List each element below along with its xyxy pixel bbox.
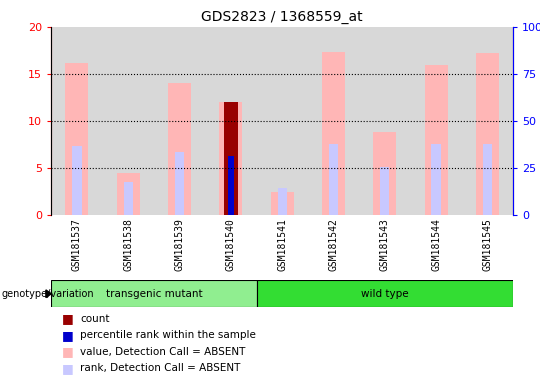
- Text: transgenic mutant: transgenic mutant: [106, 289, 202, 299]
- Bar: [219, 102, 242, 215]
- Bar: [431, 144, 441, 215]
- Text: ■: ■: [62, 345, 74, 358]
- Text: GSM181537: GSM181537: [72, 218, 82, 271]
- Text: GSM181545: GSM181545: [482, 218, 492, 271]
- Bar: [205, 27, 256, 215]
- Text: ■: ■: [62, 312, 74, 325]
- Bar: [380, 167, 389, 215]
- Text: GSM181541: GSM181541: [277, 218, 287, 271]
- Bar: [476, 53, 499, 215]
- Text: GSM181544: GSM181544: [431, 218, 441, 271]
- Text: GSM181540: GSM181540: [226, 218, 236, 271]
- Text: GSM181543: GSM181543: [380, 218, 390, 271]
- Bar: [175, 152, 184, 215]
- Bar: [329, 144, 338, 215]
- Bar: [256, 27, 308, 215]
- Bar: [424, 65, 448, 215]
- Text: GSM181542: GSM181542: [328, 218, 339, 271]
- Bar: [359, 27, 410, 215]
- Bar: [226, 155, 235, 215]
- Text: percentile rank within the sample: percentile rank within the sample: [80, 330, 256, 340]
- Text: GSM181538: GSM181538: [123, 218, 133, 271]
- Bar: [410, 27, 462, 215]
- Bar: [51, 27, 103, 215]
- Bar: [271, 192, 294, 215]
- Bar: [322, 52, 345, 215]
- Text: ■: ■: [62, 362, 74, 375]
- Bar: [227, 156, 234, 215]
- Bar: [256, 280, 513, 307]
- Bar: [154, 27, 205, 215]
- Text: rank, Detection Call = ABSENT: rank, Detection Call = ABSENT: [80, 363, 240, 373]
- Bar: [462, 27, 513, 215]
- Bar: [124, 182, 133, 215]
- Polygon shape: [46, 290, 51, 298]
- Bar: [168, 83, 191, 215]
- Bar: [278, 188, 287, 215]
- Title: GDS2823 / 1368559_at: GDS2823 / 1368559_at: [201, 10, 363, 25]
- Bar: [51, 280, 256, 307]
- Bar: [72, 146, 82, 215]
- Text: count: count: [80, 314, 110, 324]
- Text: genotype/variation: genotype/variation: [2, 289, 94, 299]
- Bar: [224, 102, 238, 215]
- Text: ■: ■: [62, 329, 74, 342]
- Bar: [65, 63, 89, 215]
- Text: wild type: wild type: [361, 289, 409, 299]
- Bar: [373, 132, 396, 215]
- Bar: [308, 27, 359, 215]
- Bar: [483, 144, 492, 215]
- Text: GSM181539: GSM181539: [174, 218, 185, 271]
- Bar: [103, 27, 154, 215]
- Bar: [117, 173, 140, 215]
- Text: value, Detection Call = ABSENT: value, Detection Call = ABSENT: [80, 347, 245, 357]
